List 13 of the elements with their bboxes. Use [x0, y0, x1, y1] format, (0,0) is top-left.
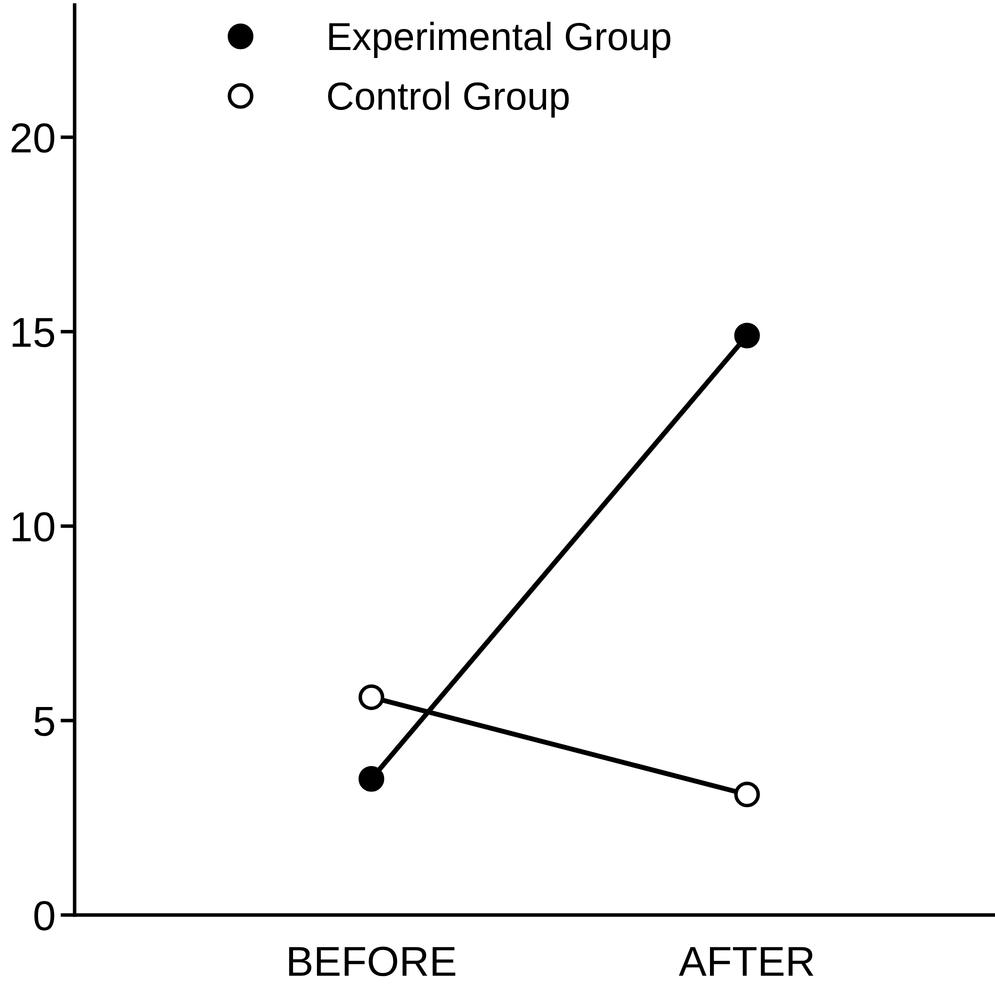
legend-label: Experimental Group [329, 22, 670, 58]
x-tick-label: AFTER [678, 947, 814, 976]
y-tick-label: 10 [12, 512, 54, 542]
y-tick-label: 5 [34, 706, 54, 736]
point [734, 322, 760, 348]
legend-label: Control Group [328, 81, 569, 118]
x-tick-label: BEFORE [289, 946, 456, 976]
point [358, 766, 384, 792]
y-tick-label: 0 [34, 901, 54, 931]
y-tick-label: 20 [12, 123, 54, 153]
point [734, 782, 760, 808]
point [358, 684, 384, 710]
y-tick-label: 15 [12, 318, 54, 348]
